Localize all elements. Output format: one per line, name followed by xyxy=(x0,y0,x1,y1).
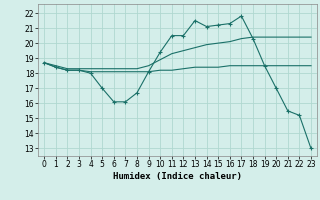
X-axis label: Humidex (Indice chaleur): Humidex (Indice chaleur) xyxy=(113,172,242,181)
